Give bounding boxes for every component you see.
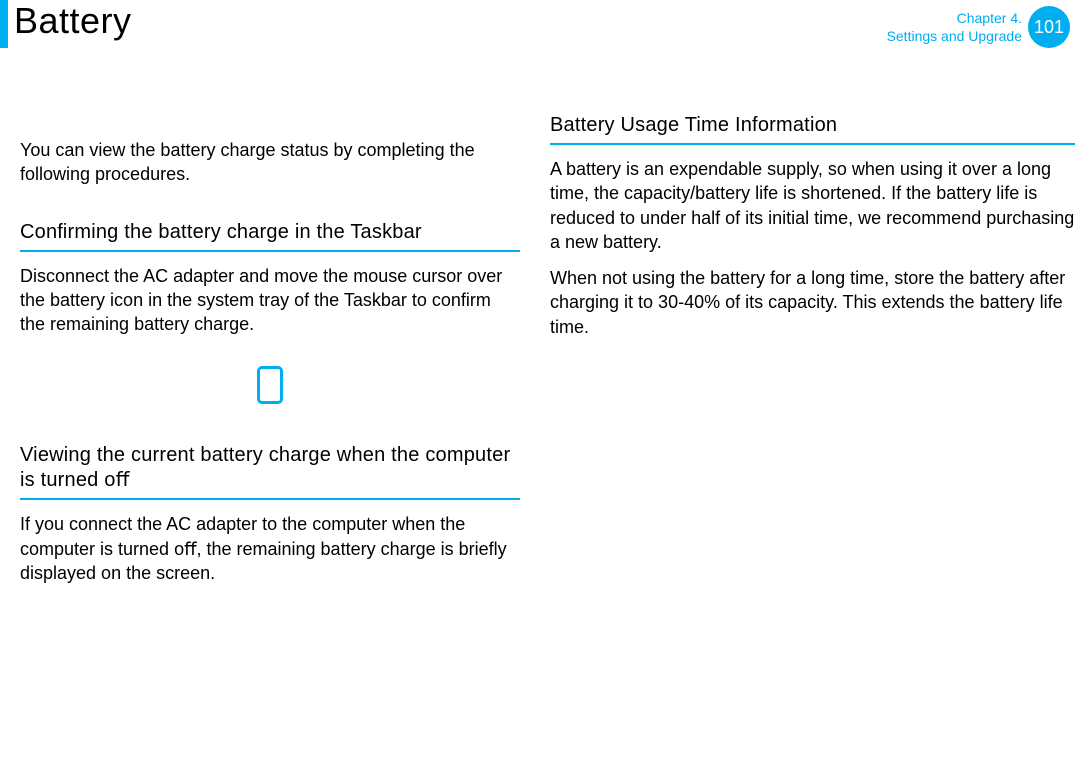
section-heading-usage: Battery Usage Time Information	[550, 114, 1075, 145]
right-column: Battery Usage Time Information A battery…	[540, 108, 1080, 615]
battery-icon-row	[20, 366, 520, 404]
battery-icon	[257, 366, 283, 404]
header-right: Chapter 4. Settings and Upgrade 101	[887, 6, 1070, 48]
page-title: Battery	[14, 0, 132, 42]
chapter-line1: Chapter 4.	[887, 9, 1022, 27]
section-heading-off: Viewing the current battery charge when …	[20, 444, 520, 500]
intro-text: You can view the battery charge status b…	[20, 138, 520, 187]
section-body-usage-2: When not using the battery for a long ti…	[550, 266, 1075, 339]
title-accent-bar	[0, 0, 8, 48]
section-heading-taskbar: Conﬁrming the battery charge in the Task…	[20, 221, 520, 252]
section-body-usage-1: A battery is an expendable supply, so wh…	[550, 157, 1075, 254]
content-area: You can view the battery charge status b…	[0, 108, 1080, 615]
page-number-badge: 101	[1028, 6, 1070, 48]
section-body-off: If you connect the AC adapter to the com…	[20, 512, 520, 585]
left-column: You can view the battery charge status b…	[0, 108, 540, 615]
section-body-taskbar: Disconnect the AC adapter and move the m…	[20, 264, 520, 337]
chapter-label: Chapter 4. Settings and Upgrade	[887, 9, 1022, 45]
chapter-line2: Settings and Upgrade	[887, 27, 1022, 45]
page-number: 101	[1034, 17, 1064, 38]
